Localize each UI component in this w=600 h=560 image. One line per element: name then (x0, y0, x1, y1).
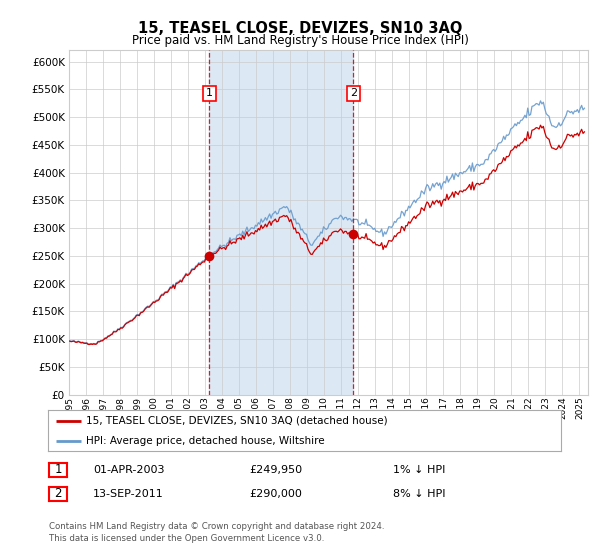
Bar (209, 50, 353, 395)
Text: HPI: Average price, detached house, Wiltshire: HPI: Average price, detached house, Wilt… (86, 436, 325, 446)
Text: 1: 1 (55, 463, 62, 477)
Text: 2: 2 (55, 487, 62, 501)
Text: 1% ↓ HPI: 1% ↓ HPI (393, 465, 445, 475)
Text: £249,950: £249,950 (249, 465, 302, 475)
Text: 15, TEASEL CLOSE, DEVIZES, SN10 3AQ: 15, TEASEL CLOSE, DEVIZES, SN10 3AQ (138, 21, 462, 36)
Text: Price paid vs. HM Land Registry's House Price Index (HPI): Price paid vs. HM Land Registry's House … (131, 34, 469, 46)
Text: 1: 1 (206, 88, 213, 99)
Text: 15, TEASEL CLOSE, DEVIZES, SN10 3AQ (detached house): 15, TEASEL CLOSE, DEVIZES, SN10 3AQ (det… (86, 416, 388, 426)
Text: 01-APR-2003: 01-APR-2003 (93, 465, 164, 475)
Text: Contains HM Land Registry data © Crown copyright and database right 2024.
This d: Contains HM Land Registry data © Crown c… (49, 522, 385, 543)
Text: £290,000: £290,000 (249, 489, 302, 499)
Text: 8% ↓ HPI: 8% ↓ HPI (393, 489, 445, 499)
Text: 2: 2 (350, 88, 357, 99)
Text: 13-SEP-2011: 13-SEP-2011 (93, 489, 164, 499)
